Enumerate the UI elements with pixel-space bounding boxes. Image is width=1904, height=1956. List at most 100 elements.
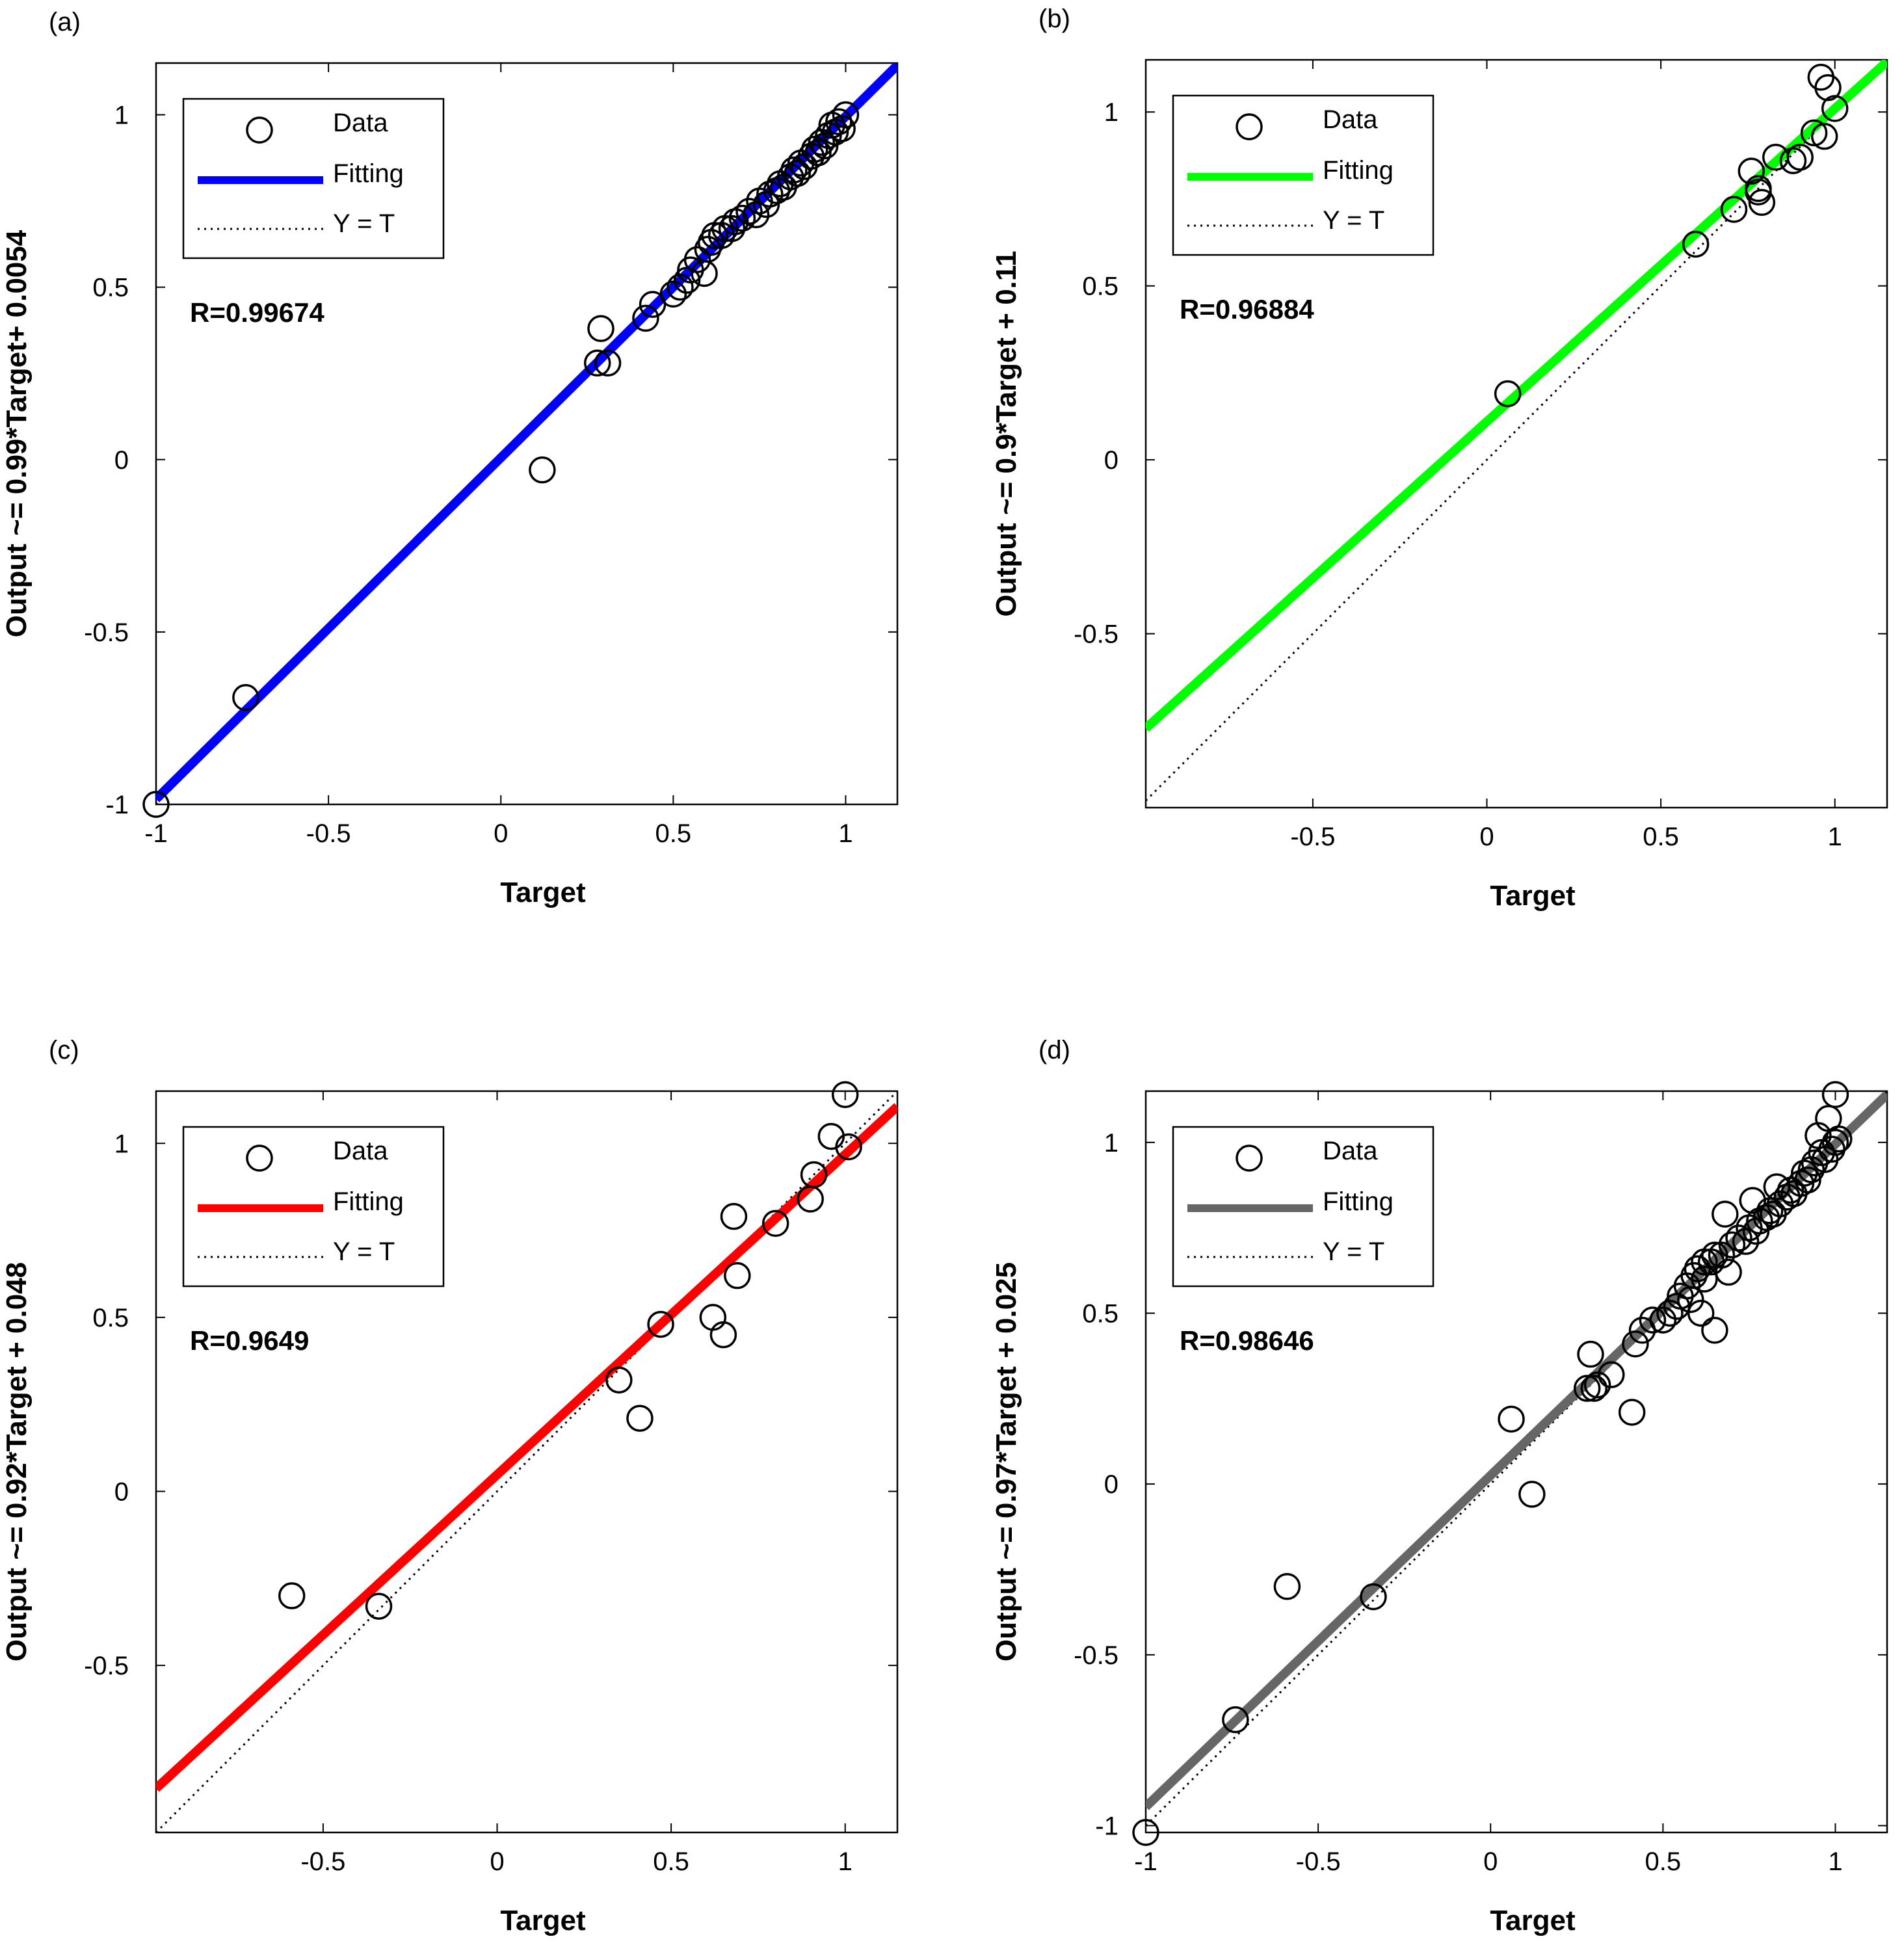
r-value: R=0.96884: [1180, 294, 1314, 324]
x-axis-label: Target: [500, 877, 586, 908]
legend-label-data: Data: [333, 109, 388, 137]
fit-line: [156, 63, 897, 802]
data-point: [232, 683, 259, 711]
data-point: [647, 1310, 674, 1338]
data-point: [1580, 1375, 1608, 1402]
data-point: [1808, 1139, 1836, 1167]
fit-line: [156, 1103, 897, 1792]
panel-1: (a) -1 -0.5 0 0.5 1 -1 -0.5 0 0.5 1 Target Output ~=…: [1, 8, 899, 908]
data-point: [811, 132, 839, 160]
x-tick-label: -0.5: [1290, 823, 1335, 851]
data-point: [709, 1321, 737, 1349]
y-tick-label: 0: [1104, 1470, 1118, 1499]
y-axis-label: Output ~= 0.9*Target + 0.11: [990, 251, 1022, 617]
y-tick-label: -1: [105, 791, 129, 819]
data-point: [1687, 1299, 1715, 1327]
y-tick-label: 1: [114, 1130, 129, 1158]
x-tick-label: 1: [838, 819, 853, 848]
data-point: [1682, 230, 1710, 258]
data-point: [1360, 1583, 1387, 1611]
legend-marker-data: [246, 1144, 273, 1172]
data-point: [683, 246, 711, 273]
x-tick-label: 0.5: [1643, 823, 1679, 851]
data-point: [1222, 1706, 1249, 1734]
legend-label-fitting: Fitting: [333, 159, 404, 188]
panel-letter: (a): [49, 8, 81, 36]
data-point: [1821, 1081, 1849, 1109]
data-point: [1132, 1819, 1159, 1846]
legend-label-data: Data: [1323, 1137, 1378, 1165]
data-point: [1691, 1265, 1718, 1293]
data-point: [1800, 119, 1828, 147]
data-point: [1498, 1405, 1525, 1433]
legend-label-fitting: Fitting: [1323, 156, 1394, 185]
y-tick-label: 0.5: [1082, 1299, 1118, 1328]
data-point: [659, 280, 687, 308]
data-point: [1715, 1258, 1742, 1286]
panel-letter: (b): [1038, 5, 1070, 33]
x-tick-label: 0: [1483, 1847, 1498, 1876]
panel-4: (d) -1 -0.5 0 0.5 1 -1 -0.5 0 0.5 1 Target Output ~=…: [990, 1036, 1888, 1936]
data-point: [1494, 380, 1522, 408]
data-point: [1825, 1125, 1853, 1153]
data-point: [832, 101, 860, 129]
x-tick-label: 1: [1828, 823, 1842, 851]
data-point: [828, 114, 856, 142]
data-point: [1577, 1340, 1604, 1368]
data-point: [1622, 1330, 1649, 1358]
identity-line: [1146, 1091, 1887, 1827]
data-point: [605, 1366, 633, 1394]
data-point: [1701, 1316, 1728, 1344]
data-point: [800, 135, 828, 163]
legend-label-identity: Y = T: [333, 1237, 395, 1266]
data-point: [626, 1405, 654, 1432]
data-point: [728, 204, 756, 232]
y-tick-label: -1: [1095, 1812, 1118, 1840]
data-point: [583, 349, 611, 377]
y-tick-label: -0.5: [1074, 620, 1118, 649]
data-point: [1680, 1262, 1708, 1289]
data-point: [365, 1593, 393, 1620]
data-point: [1618, 1399, 1646, 1426]
panel-letter: (d): [1038, 1036, 1070, 1064]
x-axis-label: Target: [1490, 1905, 1576, 1936]
y-tick-label: 0: [114, 1477, 129, 1506]
legend-label-identity: Y = T: [1323, 206, 1384, 235]
legend-label-identity: Y = T: [333, 209, 395, 238]
data-point: [1573, 1375, 1601, 1402]
r-value: R=0.99674: [190, 297, 324, 328]
y-tick-label: -0.5: [1074, 1641, 1118, 1670]
data-point: [1810, 122, 1838, 150]
r-value: R=0.9649: [190, 1325, 309, 1356]
data-point: [784, 159, 811, 187]
x-tick-label: -1: [1134, 1847, 1157, 1876]
r-value: R=0.98646: [1180, 1325, 1314, 1356]
data-point: [1786, 144, 1814, 171]
x-tick-label: -0.5: [306, 819, 351, 848]
data-point: [724, 1262, 751, 1289]
data-point: [742, 201, 770, 229]
data-point: [752, 191, 780, 218]
data-point: [1745, 178, 1772, 206]
data-point: [1273, 1573, 1301, 1600]
data-point: [1598, 1361, 1625, 1388]
x-tick-label: 0: [490, 1847, 504, 1876]
y-axis-label: Output ~= 0.92*Target + 0.048: [1, 1262, 33, 1661]
x-tick-label: 1: [1828, 1847, 1842, 1876]
data-point: [835, 1133, 862, 1161]
x-tick-label: -1: [144, 819, 168, 848]
legend-label-data: Data: [1323, 105, 1378, 134]
fit-line: [1146, 1091, 1887, 1810]
x-axis-label: Target: [500, 1905, 586, 1936]
data-point: [1821, 95, 1849, 122]
legend-label-fitting: Fitting: [333, 1187, 404, 1216]
data-point: [800, 1161, 828, 1189]
data-point: [1742, 1217, 1770, 1245]
data-point: [594, 349, 622, 377]
legend-marker-data: [1236, 113, 1263, 140]
data-point: [1712, 1200, 1739, 1228]
y-tick-label: 1: [1104, 98, 1118, 127]
data-point: [1583, 1371, 1611, 1399]
legend-marker-data: [1236, 1144, 1263, 1172]
x-tick-label: -0.5: [1296, 1847, 1341, 1876]
